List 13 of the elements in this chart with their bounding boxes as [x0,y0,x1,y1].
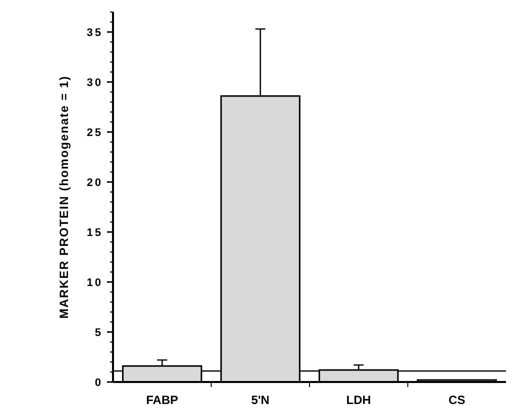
y-tick-label: 10 [86,276,103,289]
y-tick-label: 5 [94,326,103,339]
x-tick-label: 5'N [251,393,270,407]
y-tick-label: 25 [86,126,103,139]
y-tick-label: 0 [94,376,103,389]
y-tick-label: 35 [86,26,103,39]
x-tick-label: FABP [146,393,178,407]
x-tick-label: LDH [346,393,371,407]
y-axis-title: MARKER PROTEIN (homogenate = 1) [57,75,71,319]
y-tick-label: 20 [86,176,103,189]
y-tick-label: 15 [86,226,103,239]
y-tick-label: 30 [86,76,103,89]
x-tick-label: CS [448,393,466,407]
